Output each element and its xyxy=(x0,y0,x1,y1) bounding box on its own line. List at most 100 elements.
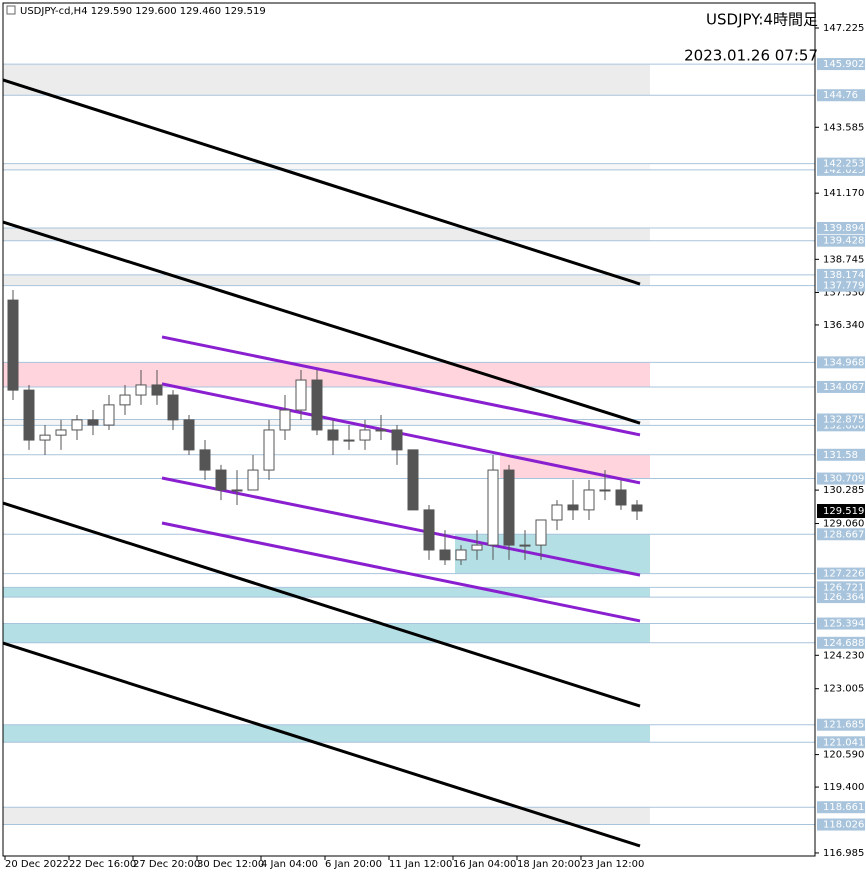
x-tick-label: 23 Jan 12:00 xyxy=(581,859,644,870)
zone xyxy=(3,227,650,241)
x-tick-label: 11 Jan 12:00 xyxy=(389,859,452,870)
x-tick-label: 6 Jan 20:00 xyxy=(325,859,382,870)
zone-label-bg xyxy=(817,221,865,234)
candle-body xyxy=(423,509,435,551)
candle-body xyxy=(231,489,243,492)
zone xyxy=(455,534,650,574)
chart-title: USDJPY:4時間足 xyxy=(706,11,818,29)
zone-label-bg xyxy=(817,591,865,604)
y-tick-label: 141.170 xyxy=(823,188,864,199)
x-tick-label: 20 Dec 2022 xyxy=(5,859,69,870)
zone-label: 132.875 xyxy=(823,414,864,425)
zone xyxy=(3,623,650,643)
trendline xyxy=(2,501,641,708)
zone-label-bg xyxy=(817,58,865,71)
zone-label-bg xyxy=(817,528,865,541)
zone-label: 139.894 xyxy=(823,223,864,234)
candle-body xyxy=(631,504,643,512)
trendline xyxy=(2,220,641,425)
candles xyxy=(7,290,643,566)
y-tick-label: 143.585 xyxy=(823,122,864,133)
zone-label: 137.779 xyxy=(823,281,864,292)
candle-body xyxy=(215,469,227,491)
zone-label: 127.226 xyxy=(823,569,864,580)
candle-body xyxy=(279,409,291,431)
axis: 147.225 143.585 141.170 138.745 137.530 136.3… xyxy=(4,23,865,870)
candle-body xyxy=(295,379,307,411)
candle-body xyxy=(87,419,99,426)
candle-body xyxy=(455,549,467,561)
zone xyxy=(3,724,650,743)
zone-label: 131.58 xyxy=(823,450,858,461)
y-tick-label: 120.590 xyxy=(823,750,864,761)
candle-body xyxy=(503,469,515,546)
zone-label-bg xyxy=(817,356,865,369)
candle-body xyxy=(407,449,419,511)
candle-body xyxy=(487,469,499,546)
zone-label-bg xyxy=(817,581,865,594)
trendlines xyxy=(2,78,641,848)
zone-label: 145.902 xyxy=(823,59,864,70)
candle-body xyxy=(375,429,387,432)
candle-body xyxy=(135,384,147,396)
candle-body xyxy=(391,429,403,451)
zone-label-bg xyxy=(817,736,865,749)
candle-body xyxy=(199,449,211,471)
candle-body xyxy=(119,394,131,406)
zone-label: 121.685 xyxy=(823,720,864,731)
candle-body xyxy=(343,439,355,442)
candle-body xyxy=(7,299,19,391)
zone-label-bg xyxy=(817,801,865,814)
zone-label: 138.174 xyxy=(823,270,864,281)
zone-label-bg xyxy=(817,380,865,393)
icon xyxy=(6,5,16,15)
candle-body xyxy=(519,544,531,547)
zone xyxy=(3,362,650,387)
candle-body xyxy=(183,419,195,451)
x-tick-label: 30 Dec 12:00 xyxy=(197,859,264,870)
zone xyxy=(3,807,650,825)
x-tick-label: 16 Jan 04:00 xyxy=(453,859,516,870)
candle-body xyxy=(471,544,483,551)
zone-label-bg xyxy=(817,567,865,580)
zone-label: 118.661 xyxy=(823,802,864,813)
zone xyxy=(3,587,650,598)
zone-label: 124.688 xyxy=(823,638,864,649)
x-tick-label: 4 Jan 04:00 xyxy=(261,859,318,870)
zone-label: 144.76 xyxy=(823,90,858,101)
candle-body xyxy=(247,469,259,491)
zone-label: 128.667 xyxy=(823,529,864,540)
y-tick-label: 123.005 xyxy=(823,684,864,695)
header: USDJPY-cd,H4 129.590 129.600 129.460 129… xyxy=(20,6,266,17)
candle-body xyxy=(359,429,371,441)
zone xyxy=(3,64,650,96)
chart-subtitle: 2023.01.26 07:57 xyxy=(684,47,818,65)
zone-label: 142.253 xyxy=(823,159,864,170)
candle-body xyxy=(567,504,579,511)
plot-frame xyxy=(2,2,816,857)
candle-body xyxy=(311,379,323,431)
y-tick-label: 130.285 xyxy=(823,485,864,496)
candle-body xyxy=(103,404,115,426)
candle-body xyxy=(615,489,627,506)
candle-body xyxy=(39,434,51,441)
zone xyxy=(3,274,650,286)
zone-label-bg xyxy=(817,636,865,649)
zone-label: 130.709 xyxy=(823,474,864,485)
zone-label: 126.364 xyxy=(823,592,864,603)
candle-body xyxy=(263,429,275,471)
candle-body xyxy=(551,504,563,521)
zone-label-bg xyxy=(817,718,865,731)
y-tick-label: 116.985 xyxy=(823,848,864,859)
x-tick-label: 22 Dec 16:00 xyxy=(69,859,136,870)
trendline xyxy=(161,476,641,577)
last-price: 129.519 xyxy=(823,506,864,517)
zone-label-bg xyxy=(817,234,865,247)
y-tick-label: 129.060 xyxy=(823,519,864,530)
zone-label-bg xyxy=(817,268,865,281)
x-tick-label: 27 Dec 20:00 xyxy=(133,859,200,870)
zone-label-bg xyxy=(817,472,865,485)
zone-label: 118.026 xyxy=(823,820,864,831)
